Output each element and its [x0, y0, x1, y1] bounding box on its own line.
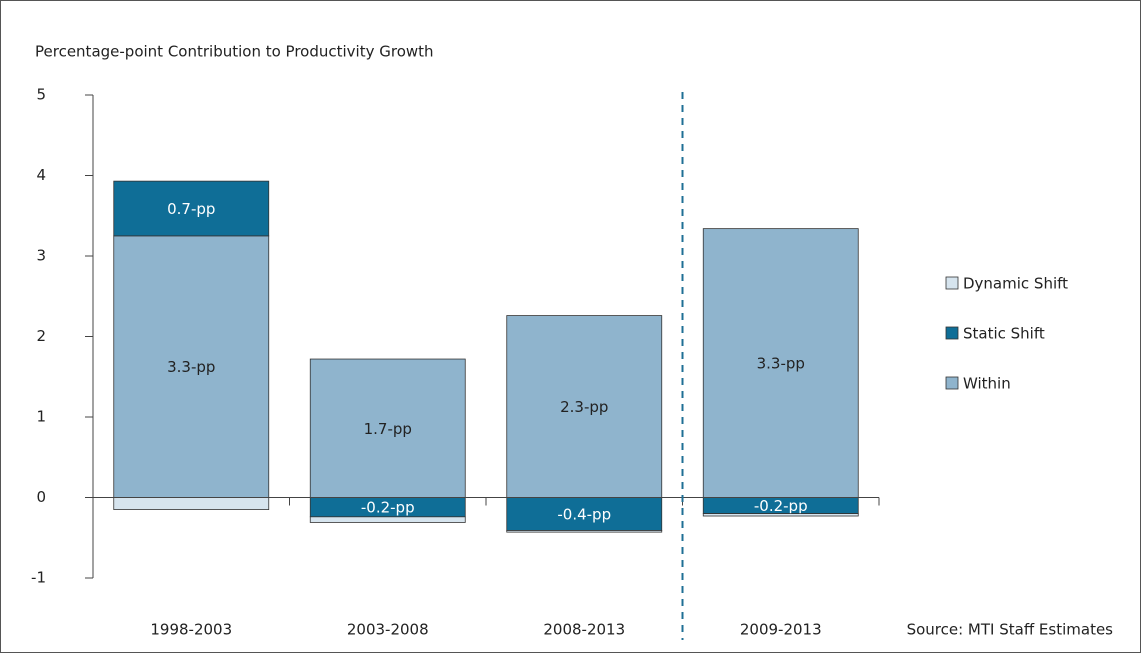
value-label: 2.3-pp — [560, 398, 608, 416]
x-tick-label: 1998-2003 — [150, 621, 232, 639]
value-label: 3.3-pp — [167, 358, 215, 376]
bar-segment — [702, 513, 859, 517]
y-tick-label: 3 — [36, 247, 46, 265]
legend-label: Within — [963, 375, 1011, 393]
bar-segment — [309, 516, 466, 523]
legend-label: Dynamic Shift — [963, 275, 1068, 293]
bar-segment — [113, 497, 270, 510]
x-tick-label: 2003-2008 — [347, 621, 429, 639]
y-tick-label: -1 — [31, 569, 46, 587]
value-label: 1.7-pp — [364, 420, 412, 438]
legend-swatch — [945, 326, 959, 340]
x-tick-label: 2008-2013 — [543, 621, 625, 639]
bar-segment — [113, 180, 270, 237]
y-tick-label: 4 — [36, 166, 46, 184]
legend-swatch — [945, 376, 959, 390]
value-label: 3.3-pp — [757, 355, 805, 373]
y-tick-label: 1 — [36, 408, 46, 426]
value-label: -0.2-pp — [361, 499, 415, 517]
legend-label: Static Shift — [963, 325, 1045, 343]
value-label: 0.7-pp — [167, 200, 215, 218]
legend-swatch — [945, 276, 959, 290]
bar-segment — [506, 315, 663, 498]
x-tick-label: 2009-2013 — [740, 621, 822, 639]
bar-segment — [702, 228, 859, 498]
value-label: -0.2-pp — [754, 497, 808, 515]
value-label: -0.4-pp — [557, 506, 611, 524]
bar-segment — [309, 358, 466, 498]
bar-segment — [506, 530, 663, 533]
bar-segment — [113, 235, 270, 498]
y-tick-label: 5 — [36, 86, 46, 104]
y-axis-title: Percentage-point Contribution to Product… — [35, 43, 434, 61]
y-tick-label: 2 — [36, 327, 46, 345]
source-note: Source: MTI Staff Estimates — [907, 621, 1114, 639]
y-tick-label: 0 — [36, 488, 46, 506]
